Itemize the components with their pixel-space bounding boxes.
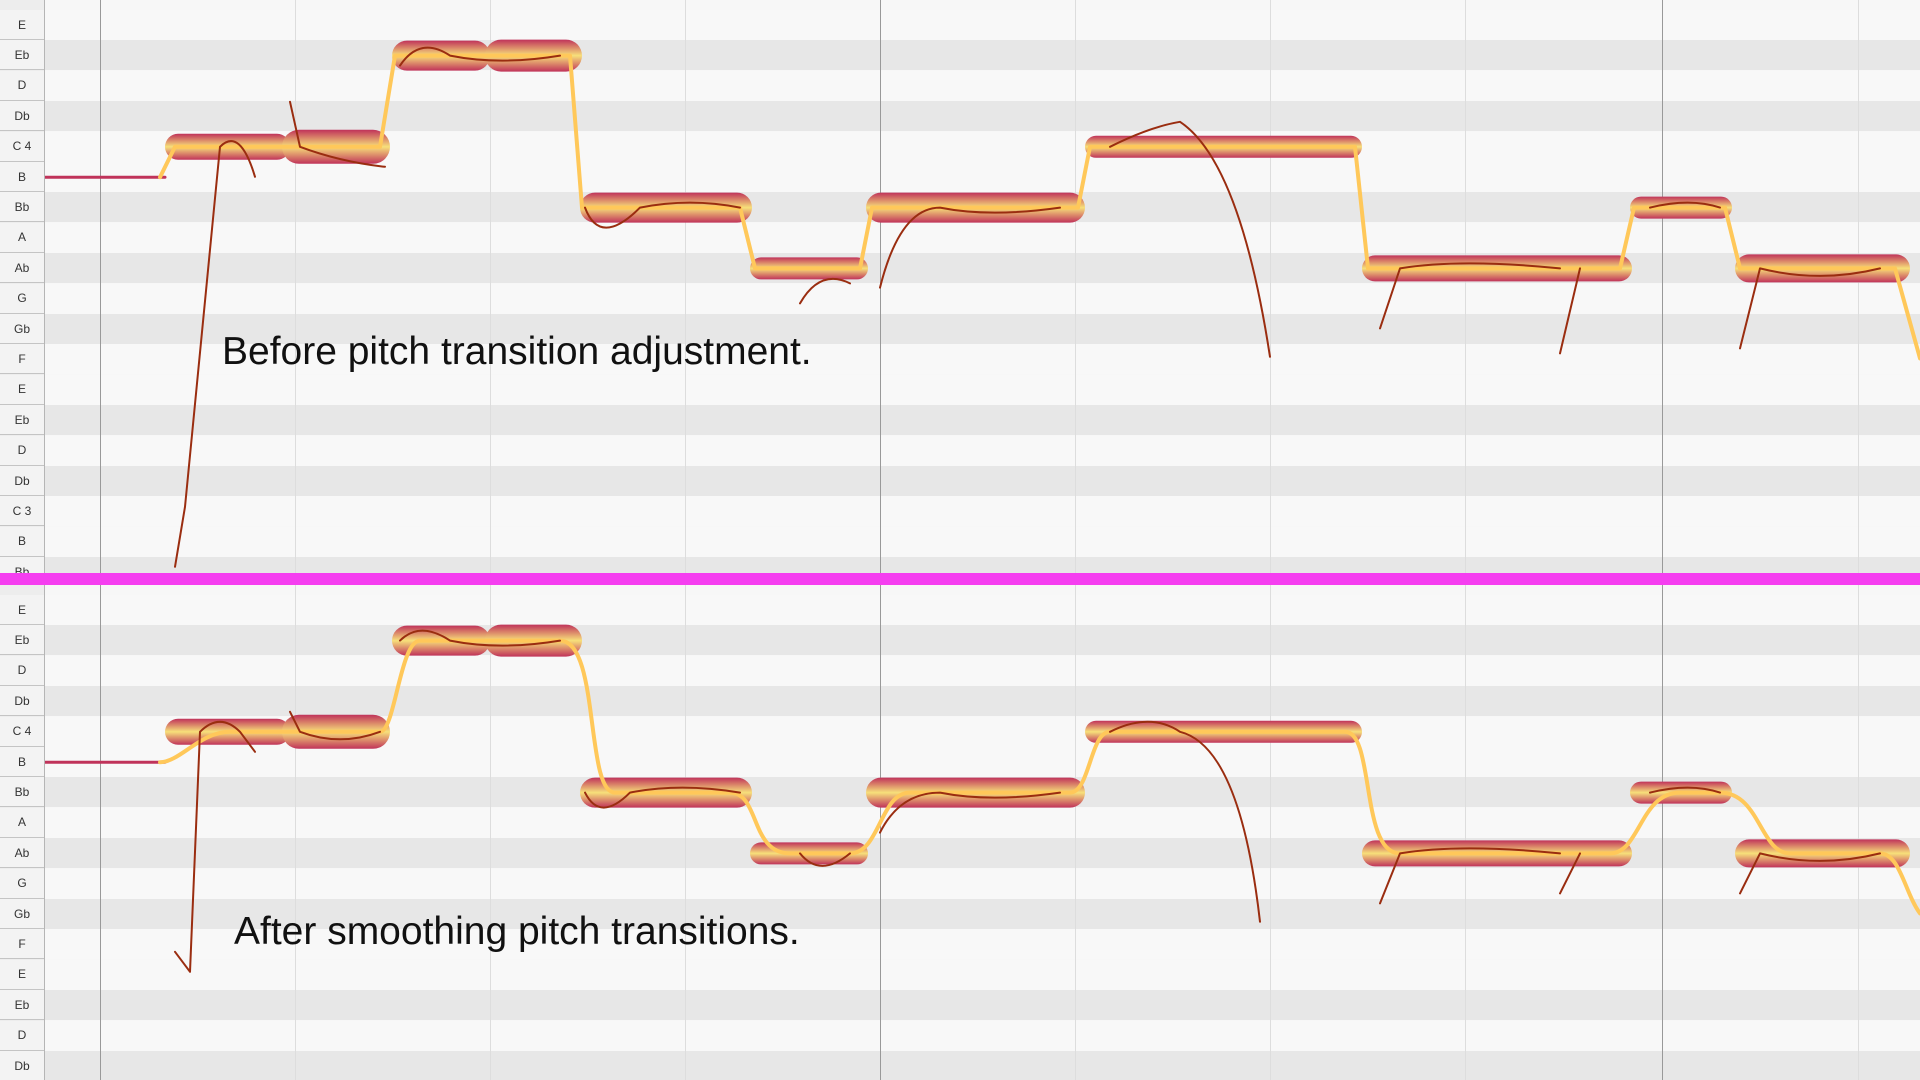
beat-line xyxy=(685,0,686,573)
piano-key-d[interactable]: D xyxy=(0,1020,44,1051)
piano-key-e[interactable]: E xyxy=(0,595,44,625)
piano-key-d[interactable]: D xyxy=(0,655,44,686)
pitch-curve xyxy=(174,46,1881,568)
piano-key-db[interactable]: Db xyxy=(0,466,44,496)
beat-line xyxy=(100,585,101,1080)
pitch-row xyxy=(44,655,1920,686)
beat-line xyxy=(1662,585,1663,1080)
piano-key-c3[interactable]: C 3 xyxy=(0,496,44,527)
pane-divider[interactable] xyxy=(0,573,1920,585)
pitch-row xyxy=(44,526,1920,557)
piano-key-e[interactable]: E xyxy=(0,959,44,990)
piano-key-g[interactable]: G xyxy=(0,283,44,314)
piano-key-e[interactable]: E xyxy=(0,374,44,405)
piano-key-f[interactable]: F xyxy=(0,344,44,375)
pitch-row xyxy=(44,1051,1920,1080)
piano-key-b[interactable]: B xyxy=(0,747,44,777)
piano-key-e[interactable]: E xyxy=(0,10,44,40)
pitch-row xyxy=(44,686,1920,717)
beat-line xyxy=(1662,0,1663,573)
beat-line xyxy=(685,585,686,1080)
pitch-row xyxy=(44,747,1920,777)
piano-key-d[interactable]: D xyxy=(0,70,44,101)
pitch-row xyxy=(44,405,1920,436)
pitch-row xyxy=(44,868,1920,899)
piano-key-bb[interactable]: Bb xyxy=(0,777,44,808)
pitch-row xyxy=(44,162,1920,192)
piano-key-ab[interactable]: Ab xyxy=(0,253,44,284)
beat-line xyxy=(490,585,491,1080)
piano-key-db[interactable]: Db xyxy=(0,1051,44,1080)
piano-key-b[interactable]: B xyxy=(0,162,44,192)
piano-key-eb[interactable]: Eb xyxy=(0,625,44,656)
pitch-row xyxy=(44,466,1920,496)
beat-line xyxy=(1465,585,1466,1080)
piano-key-g[interactable]: G xyxy=(0,868,44,899)
beat-line xyxy=(1465,0,1466,573)
pitch-row xyxy=(44,70,1920,101)
pitch-row xyxy=(44,283,1920,314)
beat-line xyxy=(1858,0,1859,573)
piano-key-bb[interactable]: Bb xyxy=(0,192,44,223)
piano-key-a[interactable]: A xyxy=(0,222,44,253)
note-display[interactable] xyxy=(0,0,1920,573)
pitch-row xyxy=(44,625,1920,656)
piano-key-gb[interactable]: Gb xyxy=(0,314,44,344)
note-display[interactable] xyxy=(0,585,1920,1080)
piano-key-c4[interactable]: C 4 xyxy=(0,131,44,162)
beat-line xyxy=(1075,585,1076,1080)
beat-line xyxy=(490,0,491,573)
pitch-row xyxy=(44,40,1920,71)
beat-line xyxy=(100,0,101,573)
pitch-ruler: E Eb D Db C 4 B Bb A Ab G Gb F E Eb D Db xyxy=(0,585,45,1080)
pitch-row xyxy=(44,990,1920,1021)
piano-key-c4[interactable]: C 4 xyxy=(0,716,44,747)
transition-curve xyxy=(158,53,1920,361)
pitch-row xyxy=(44,899,1920,929)
pitch-curve xyxy=(174,629,1881,973)
before-caption: Before pitch transition adjustment. xyxy=(222,330,812,373)
pitch-ruler: E Eb D Db C 4 B Bb A Ab G Gb F E Eb D Db C 3 B Bb xyxy=(0,0,45,573)
piano-key-gb[interactable]: Gb xyxy=(0,899,44,929)
beat-line xyxy=(295,585,296,1080)
beat-line xyxy=(1270,0,1271,573)
beat-line xyxy=(1270,585,1271,1080)
piano-key-b[interactable]: B xyxy=(0,526,44,557)
editor-pane-before[interactable]: E Eb D Db C 4 B Bb A Ab G Gb F E Eb D Db C 3 B Bb Before p… xyxy=(0,0,1920,573)
pitch-row xyxy=(44,929,1920,960)
pitch-row xyxy=(44,496,1920,527)
piano-key-db[interactable]: Db xyxy=(0,686,44,717)
pitch-row xyxy=(44,959,1920,990)
pitch-row xyxy=(44,10,1920,40)
pitch-row xyxy=(44,557,1920,573)
pitch-row xyxy=(44,807,1920,838)
pitch-row xyxy=(44,101,1920,132)
beat-line xyxy=(1075,0,1076,573)
beat-line xyxy=(295,0,296,573)
after-caption: After smoothing pitch transitions. xyxy=(234,910,800,953)
pitch-row xyxy=(44,595,1920,625)
piano-key-db[interactable]: Db xyxy=(0,101,44,132)
pitch-row xyxy=(44,344,1920,375)
pitch-row xyxy=(44,435,1920,466)
piano-key-f[interactable]: F xyxy=(0,929,44,960)
piano-key-bb[interactable]: Bb xyxy=(0,557,44,573)
pitch-row xyxy=(44,222,1920,253)
pitch-row xyxy=(44,1020,1920,1051)
beat-line xyxy=(1858,585,1859,1080)
piano-key-ab[interactable]: Ab xyxy=(0,838,44,869)
editor-pane-after[interactable]: E Eb D Db C 4 B Bb A Ab G Gb F E Eb D Db After smoothin… xyxy=(0,585,1920,1080)
piano-key-eb[interactable]: Eb xyxy=(0,40,44,71)
piano-key-d[interactable]: D xyxy=(0,435,44,466)
pitch-row xyxy=(44,374,1920,405)
piano-key-eb[interactable]: Eb xyxy=(0,405,44,436)
pitch-row xyxy=(44,314,1920,344)
transition-curve xyxy=(158,638,1920,916)
piano-key-eb[interactable]: Eb xyxy=(0,990,44,1021)
piano-key-a[interactable]: A xyxy=(0,807,44,838)
